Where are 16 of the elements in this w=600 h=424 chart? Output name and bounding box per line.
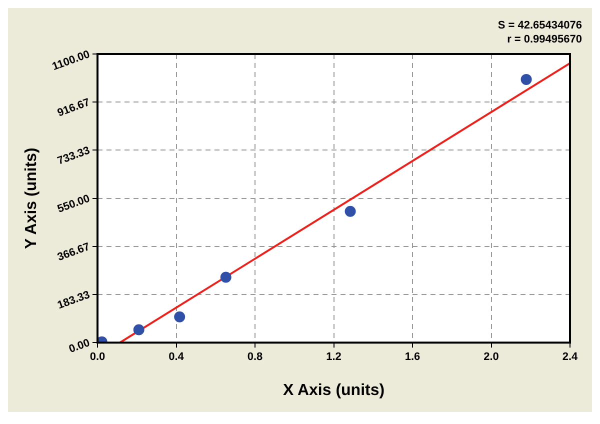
y-tick-label: 550.00 <box>56 192 92 216</box>
text: r = 0.99495670 <box>507 34 582 46</box>
y-axis-title: Y Axis (units) <box>23 148 40 249</box>
y-tick-label: 733.33 <box>56 144 92 168</box>
y-tick-label: 183.33 <box>56 288 92 312</box>
x-tick-label: 0.0 <box>90 351 106 364</box>
x-tick-label: 2.4 <box>562 351 579 364</box>
y-tick-label: 916.67 <box>56 96 92 120</box>
x-tick-label: 0.4 <box>168 351 185 364</box>
x-tick-label: 0.8 <box>247 351 263 364</box>
text: S = 42.65434076 <box>498 20 582 32</box>
x-tick-label: 1.6 <box>404 351 420 364</box>
y-tick-label: 366.67 <box>56 240 92 264</box>
x-axis-title: X Axis (units) <box>282 382 385 399</box>
x-tick-label: 2.0 <box>484 351 499 364</box>
x-tick-label: 1.2 <box>326 351 342 364</box>
